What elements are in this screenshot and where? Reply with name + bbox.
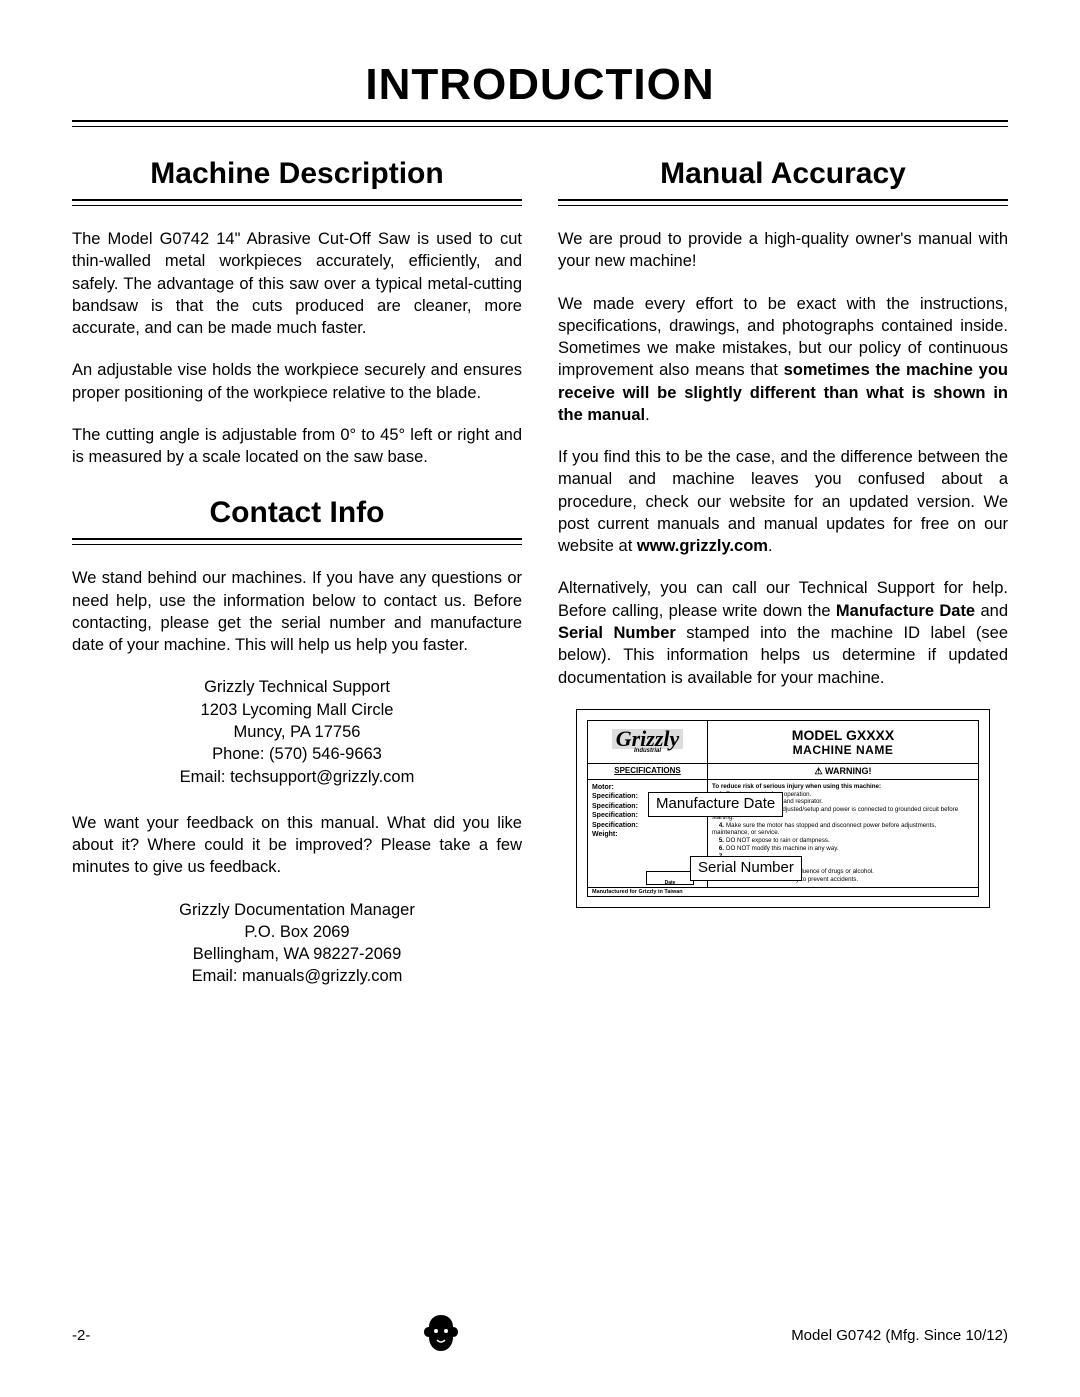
- warning-column: To reduce risk of serious injury when us…: [708, 780, 978, 887]
- tech-l5: Email: techsupport@grizzly.com: [72, 766, 522, 788]
- right-column: Manual Accuracy We are proud to provide …: [558, 157, 1008, 1012]
- specs-header: SPECIFICATIONS: [588, 764, 708, 779]
- section-rule: [558, 199, 1008, 206]
- accuracy-p3a: If you find this to be the case, and the…: [558, 448, 1008, 555]
- tech-l4: Phone: (570) 546-9663: [72, 743, 522, 765]
- title-rule: [72, 120, 1008, 127]
- contact-info-heading: Contact Info: [72, 496, 522, 530]
- section-rule: [72, 538, 522, 545]
- page-number: -2-: [72, 1327, 90, 1344]
- id-model: MODEL GXXXX: [712, 727, 974, 743]
- docs-l4: Email: manuals@grizzly.com: [72, 965, 522, 987]
- contact-p1: We stand behind our machines. If you hav…: [72, 567, 522, 656]
- warning-intro: To reduce risk of serious injury when us…: [712, 783, 974, 791]
- accuracy-p3b: www.grizzly.com: [637, 537, 768, 555]
- date-box: Date: [646, 871, 694, 885]
- warn-4: Make sure the motor has stopped and disc…: [712, 822, 936, 837]
- page-title: INTRODUCTION: [72, 60, 1008, 110]
- warn-6: DO NOT modify this machine in any way.: [726, 845, 839, 852]
- accuracy-p1: We are proud to provide a high-quality o…: [558, 228, 1008, 273]
- warn-5: DO NOT expose to rain or dampness.: [726, 837, 830, 844]
- accuracy-p3: If you find this to be the case, and the…: [558, 446, 1008, 557]
- tech-l2: 1203 Lycoming Mall Circle: [72, 699, 522, 721]
- spec-line: Specification:: [592, 821, 703, 830]
- accuracy-p3c: .: [768, 537, 773, 555]
- accuracy-p4b: Manufacture Date: [836, 602, 975, 620]
- tech-l1: Grizzly Technical Support: [72, 676, 522, 698]
- machine-description-p2: An adjustable vise holds the workpiece s…: [72, 359, 522, 404]
- machine-description-p3: The cutting angle is adjustable from 0° …: [72, 424, 522, 469]
- grizzly-logo: Grizzly: [612, 729, 684, 749]
- id-label-footer: Manufactured for Grizzly in Taiwan: [588, 887, 978, 896]
- spec-line: Weight:: [592, 830, 703, 839]
- accuracy-p4d: Serial Number: [558, 624, 676, 642]
- accuracy-p4: Alternatively, you can call our Technica…: [558, 577, 1008, 688]
- two-column-layout: Machine Description The Model G0742 14" …: [72, 157, 1008, 1012]
- left-column: Machine Description The Model G0742 14" …: [72, 157, 522, 1012]
- docs-l2: P.O. Box 2069: [72, 921, 522, 943]
- page-footer: -2- Model G0742 (Mfg. Since 10/12): [72, 1313, 1008, 1357]
- tech-support-block: Grizzly Technical Support 1203 Lycoming …: [72, 676, 522, 787]
- machine-description-p1: The Model G0742 14" Abrasive Cut-Off Saw…: [72, 228, 522, 339]
- id-label-figure: Grizzly Industrial MODEL GXXXX MACHINE N…: [576, 709, 990, 908]
- manufacture-date-callout: Manufacture Date: [648, 792, 783, 817]
- manual-accuracy-heading: Manual Accuracy: [558, 157, 1008, 191]
- bear-icon: [423, 1313, 459, 1357]
- docs-l3: Bellingham, WA 98227-2069: [72, 943, 522, 965]
- docs-l1: Grizzly Documentation Manager: [72, 899, 522, 921]
- serial-number-callout: Serial Number: [690, 856, 802, 881]
- section-rule: [72, 199, 522, 206]
- footer-model: Model G0742 (Mfg. Since 10/12): [791, 1327, 1008, 1344]
- accuracy-p2c: .: [645, 406, 650, 424]
- id-machine-name: MACHINE NAME: [712, 743, 974, 757]
- warning-header: ⚠ WARNING!: [708, 764, 978, 779]
- docs-block: Grizzly Documentation Manager P.O. Box 2…: [72, 899, 522, 988]
- accuracy-p4c: and: [975, 602, 1008, 620]
- machine-description-heading: Machine Description: [72, 157, 522, 191]
- grizzly-logo-sub: Industrial: [634, 748, 661, 754]
- accuracy-p2: We made every effort to be exact with th…: [558, 293, 1008, 427]
- contact-p2: We want your feedback on this manual. Wh…: [72, 812, 522, 879]
- tech-l3: Muncy, PA 17756: [72, 721, 522, 743]
